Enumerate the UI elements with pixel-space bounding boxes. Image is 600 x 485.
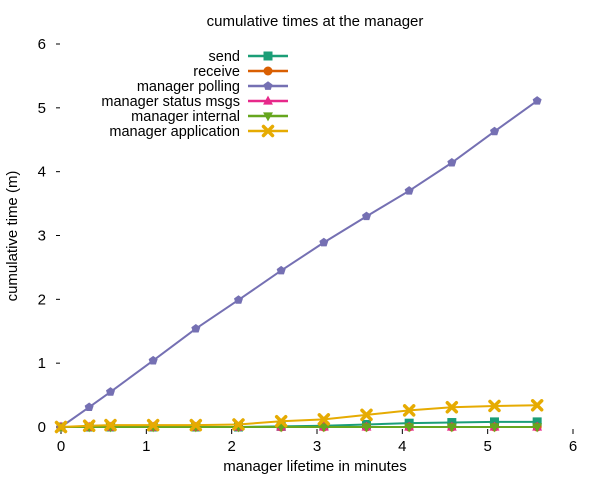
x-marker-stroke	[82, 419, 96, 432]
x-tick-label: 4	[398, 438, 406, 455]
data-point-manager-application	[402, 404, 416, 417]
x-tick-label: 0	[57, 438, 65, 455]
y-tick-label: 4	[38, 164, 46, 181]
x-marker-stroke	[146, 418, 160, 432]
x-axis-label: manager lifetime in minutes	[223, 458, 406, 475]
data-point-manager-polling	[234, 295, 243, 304]
y-tick-label: 5	[38, 100, 46, 117]
legend-entry-send: send	[209, 49, 288, 65]
data-point-manager-polling	[84, 402, 94, 412]
y-tick-label: 6	[38, 36, 46, 53]
legend-marker	[263, 51, 273, 61]
data-point-manager-polling	[191, 323, 201, 333]
legend-marker	[263, 66, 273, 76]
data-point-manager-polling	[148, 355, 158, 365]
legend-label: send	[209, 49, 240, 65]
data-point-manager-internal	[446, 423, 457, 433]
data-point-manager-polling	[106, 387, 115, 396]
y-tick-label: 2	[38, 291, 46, 308]
data-point-manager-application	[360, 408, 373, 422]
data-point-manager-application	[445, 400, 459, 414]
data-point-manager-polling	[276, 265, 286, 275]
x-marker-stroke	[360, 408, 373, 422]
y-tick-label: 0	[38, 419, 46, 436]
x-tick-label: 6	[569, 438, 577, 455]
plot-area	[54, 96, 544, 434]
series-line-manager-polling	[60, 99, 538, 428]
series-manager-application	[54, 399, 544, 434]
x-tick-label: 3	[313, 438, 321, 455]
data-point-manager-application	[317, 413, 331, 426]
data-point-manager-application	[232, 418, 245, 431]
data-point-manager-polling	[319, 237, 329, 247]
legend-entry-receive: receive	[193, 64, 288, 80]
y-tick-label: 1	[38, 355, 46, 372]
x-marker-stroke	[54, 420, 68, 434]
data-point-manager-internal	[404, 423, 415, 433]
series-manager-polling	[56, 96, 542, 431]
y-tick-label: 3	[38, 228, 46, 245]
legend-label: manager polling	[137, 79, 240, 95]
x-marker-stroke	[402, 404, 416, 417]
legend-label: manager application	[109, 124, 240, 140]
legend-marker	[263, 112, 273, 122]
legend-label: receive	[193, 64, 240, 80]
legend-label: manager status msgs	[101, 94, 240, 110]
series-line-manager-application	[60, 404, 538, 428]
data-point-manager-polling	[404, 186, 414, 195]
data-point-manager-application	[189, 418, 203, 432]
data-point-manager-application	[54, 420, 68, 434]
data-point-manager-polling	[532, 96, 542, 105]
data-point-manager-internal	[489, 423, 500, 433]
chart-title: cumulative times at the manager	[207, 13, 424, 30]
x-marker-stroke	[232, 418, 245, 431]
legend-entry-manager-application: manager application	[109, 124, 288, 140]
data-point-manager-application	[530, 399, 544, 412]
data-point-manager-application	[82, 419, 96, 432]
data-point-manager-application	[146, 418, 160, 432]
data-point-manager-polling	[447, 158, 457, 167]
legend-marker	[263, 95, 273, 105]
legend-marker	[263, 81, 273, 90]
x-marker-stroke	[261, 124, 275, 138]
data-point-manager-polling	[362, 211, 371, 221]
x-marker-stroke	[488, 399, 501, 413]
data-point-manager-application	[488, 399, 501, 413]
x-tick-label: 1	[142, 438, 150, 455]
x-marker-stroke	[189, 418, 203, 432]
x-tick-label: 2	[227, 438, 235, 455]
data-point-manager-application	[274, 415, 288, 428]
data-point-manager-internal	[361, 423, 372, 433]
data-point-manager-internal	[318, 423, 329, 433]
x-marker-stroke	[317, 413, 331, 426]
legend-entry-manager-polling: manager polling	[137, 79, 288, 95]
legend-entry-manager-status-msgs: manager status msgs	[101, 94, 288, 110]
legend-marker	[261, 124, 275, 138]
x-marker-stroke	[104, 418, 117, 432]
y-axis-label: cumulative time (m)	[4, 171, 21, 302]
x-tick-label: 5	[483, 438, 491, 455]
legend-entry-manager-internal: manager internal	[131, 109, 288, 125]
x-marker-stroke	[274, 415, 288, 428]
x-marker-stroke	[445, 400, 459, 414]
data-point-manager-application	[104, 418, 117, 432]
axes: 0 1 2 3 4 5 6 0 1 2 3 4 5 6	[38, 36, 578, 455]
legend-label: manager internal	[131, 109, 240, 125]
data-point-manager-polling	[490, 126, 499, 136]
data-point-manager-internal	[532, 423, 543, 433]
x-marker-stroke	[530, 399, 544, 412]
